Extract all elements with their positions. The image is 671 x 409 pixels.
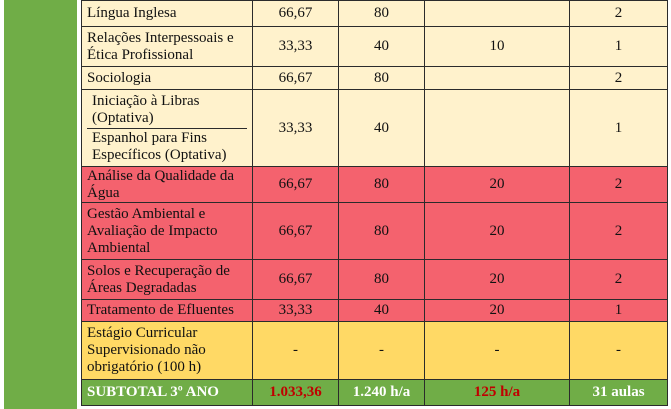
weekly-classes-cell: 2: [569, 166, 668, 203]
subtotal-hours: 1.033,36: [252, 379, 339, 406]
hours-class-cell: -: [338, 321, 425, 380]
hours-class-cell: 80: [338, 0, 425, 27]
optional-discipline-libras: Iniciação à Libras (Optativa): [92, 92, 200, 126]
subtotal-label: SUBTOTAL 3º ANO: [81, 379, 253, 406]
hours-cell: 33,33: [252, 26, 339, 67]
practice-cell: 10: [424, 26, 570, 67]
discipline-cell-optional: Iniciação à Libras (Optativa) Espanhol p…: [81, 89, 253, 167]
practice-cell: 20: [424, 259, 570, 300]
practice-cell: 20: [424, 299, 570, 322]
weekly-classes-cell: 2: [569, 259, 668, 300]
discipline-cell: Gestão Ambiental e Avaliação de Impacto …: [81, 202, 253, 260]
practice-cell: 20: [424, 166, 570, 203]
discipline-cell: Tratamento de Efluentes: [81, 299, 253, 322]
practice-cell: [424, 89, 570, 167]
weekly-classes-cell: 2: [569, 66, 668, 90]
weekly-classes-cell: 2: [569, 202, 668, 260]
hours-class-cell: 40: [338, 89, 425, 167]
hours-cell: 33,33: [252, 89, 339, 167]
table-row: Estágio Curricular Supervisionado não ob…: [81, 321, 668, 380]
subtotal-practice: 125 h/a: [424, 379, 570, 406]
hours-class-cell: 80: [338, 66, 425, 90]
hours-cell: 66,67: [252, 259, 339, 300]
table-row: Tratamento de Efluentes 33,33 40 20 1: [81, 299, 668, 322]
subtotal-row: SUBTOTAL 3º ANO 1.033,36 1.240 h/a 125 h…: [81, 379, 668, 406]
hours-class-cell: 80: [338, 202, 425, 260]
table-row: Sociologia 66,67 80 2: [81, 66, 668, 90]
table-row: Língua Inglesa 66,67 80 2: [81, 0, 668, 27]
subtotal-weekly-classes: 31 aulas: [569, 379, 668, 406]
hours-class-cell: 40: [338, 299, 425, 322]
table-row-optional: Iniciação à Libras (Optativa) Espanhol p…: [81, 89, 668, 167]
sidebar-green-band: [4, 0, 79, 409]
practice-cell: [424, 66, 570, 90]
weekly-classes-cell: 1: [569, 26, 668, 67]
hours-cell: 66,67: [252, 66, 339, 90]
discipline-cell: Análise da Qualidade da Água: [81, 166, 253, 203]
hours-class-cell: 40: [338, 26, 425, 67]
practice-cell: [424, 0, 570, 27]
weekly-classes-cell: 2: [569, 0, 668, 27]
weekly-classes-cell: 1: [569, 89, 668, 167]
hours-cell: 66,67: [252, 166, 339, 203]
discipline-cell: Solos e Recuperação de Áreas Degradadas: [81, 259, 253, 300]
hours-class-cell: 80: [338, 259, 425, 300]
hours-cell: 66,67: [252, 202, 339, 260]
discipline-cell: Língua Inglesa: [81, 0, 253, 27]
subtotal-hours-class: 1.240 h/a: [338, 379, 425, 406]
practice-cell: -: [424, 321, 570, 380]
weekly-classes-cell: -: [569, 321, 668, 380]
hours-class-cell: 80: [338, 166, 425, 203]
discipline-cell: Relações Interpessoais e Ética Profissio…: [81, 26, 253, 67]
table-row: Análise da Qualidade da Água 66,67 80 20…: [81, 166, 668, 203]
hours-cell: 66,67: [252, 0, 339, 27]
table-row: Solos e Recuperação de Áreas Degradadas …: [81, 259, 668, 300]
hours-cell: 33,33: [252, 299, 339, 322]
weekly-classes-cell: 1: [569, 299, 668, 322]
table-row: Gestão Ambiental e Avaliação de Impacto …: [81, 202, 668, 260]
table-row: Relações Interpessoais e Ética Profissio…: [81, 26, 668, 67]
curriculum-table: Língua Inglesa 66,67 80 2 Relações Inter…: [81, 0, 668, 406]
hours-cell: -: [252, 321, 339, 380]
optional-discipline-spanish: Espanhol para Fins Específicos (Optativa…: [87, 127, 247, 165]
discipline-cell: Sociologia: [81, 66, 253, 90]
discipline-cell: Estágio Curricular Supervisionado não ob…: [81, 321, 253, 380]
practice-cell: 20: [424, 202, 570, 260]
